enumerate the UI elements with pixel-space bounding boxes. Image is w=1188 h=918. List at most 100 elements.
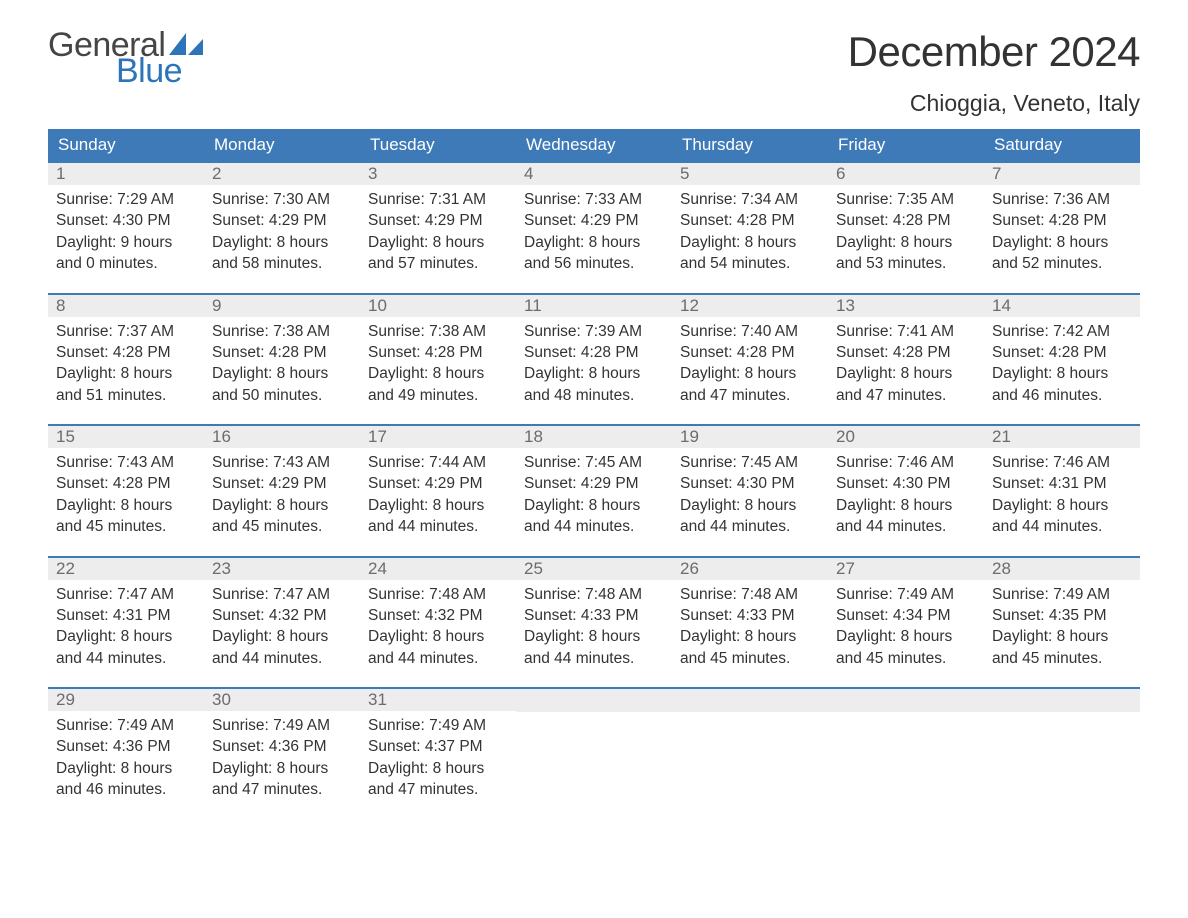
day-number: 6 xyxy=(836,164,845,183)
daylight-line-2: and 44 minutes. xyxy=(368,648,508,669)
day-cell: 9Sunrise: 7:38 AMSunset: 4:28 PMDaylight… xyxy=(204,295,360,413)
day-body: Sunrise: 7:49 AMSunset: 4:36 PMDaylight:… xyxy=(48,711,204,807)
daylight-line-2: and 47 minutes. xyxy=(368,779,508,800)
daylight-line-1: Daylight: 9 hours xyxy=(56,232,196,253)
day-number: 25 xyxy=(524,559,543,578)
day-number-bar: 24 xyxy=(360,558,516,580)
day-cell xyxy=(828,689,984,807)
daylight-line-1: Daylight: 8 hours xyxy=(524,232,664,253)
day-number-bar: 11 xyxy=(516,295,672,317)
daylight-line-1: Daylight: 8 hours xyxy=(992,626,1132,647)
daylight-line-1: Daylight: 8 hours xyxy=(56,363,196,384)
day-body: Sunrise: 7:31 AMSunset: 4:29 PMDaylight:… xyxy=(360,185,516,281)
daylight-line-1: Daylight: 8 hours xyxy=(212,626,352,647)
weekday-header-row: SundayMondayTuesdayWednesdayThursdayFrid… xyxy=(48,129,1140,161)
day-number: 30 xyxy=(212,690,231,709)
daylight-line-2: and 0 minutes. xyxy=(56,253,196,274)
day-body: Sunrise: 7:49 AMSunset: 4:34 PMDaylight:… xyxy=(828,580,984,676)
daylight-line-1: Daylight: 8 hours xyxy=(56,495,196,516)
day-body: Sunrise: 7:43 AMSunset: 4:28 PMDaylight:… xyxy=(48,448,204,544)
sunrise-line: Sunrise: 7:49 AM xyxy=(836,584,976,605)
sunset-line: Sunset: 4:30 PM xyxy=(680,473,820,494)
logo-text-blue: Blue xyxy=(116,54,203,88)
week-row: 29Sunrise: 7:49 AMSunset: 4:36 PMDayligh… xyxy=(48,687,1140,807)
day-number: 12 xyxy=(680,296,699,315)
sunrise-line: Sunrise: 7:30 AM xyxy=(212,189,352,210)
day-number-bar: 4 xyxy=(516,163,672,185)
sunrise-line: Sunrise: 7:39 AM xyxy=(524,321,664,342)
daylight-line-1: Daylight: 8 hours xyxy=(680,626,820,647)
sunrise-line: Sunrise: 7:48 AM xyxy=(680,584,820,605)
day-body: Sunrise: 7:46 AMSunset: 4:31 PMDaylight:… xyxy=(984,448,1140,544)
day-cell: 13Sunrise: 7:41 AMSunset: 4:28 PMDayligh… xyxy=(828,295,984,413)
day-number: 16 xyxy=(212,427,231,446)
weekday-header: Wednesday xyxy=(516,129,672,161)
day-body: Sunrise: 7:48 AMSunset: 4:33 PMDaylight:… xyxy=(672,580,828,676)
daylight-line-1: Daylight: 8 hours xyxy=(524,495,664,516)
weekday-header: Saturday xyxy=(984,129,1140,161)
day-cell: 20Sunrise: 7:46 AMSunset: 4:30 PMDayligh… xyxy=(828,426,984,544)
location-subtitle: Chioggia, Veneto, Italy xyxy=(848,90,1140,117)
day-number-bar: 8 xyxy=(48,295,204,317)
day-cell: 6Sunrise: 7:35 AMSunset: 4:28 PMDaylight… xyxy=(828,163,984,281)
day-number: 19 xyxy=(680,427,699,446)
day-number-bar: 1 xyxy=(48,163,204,185)
sunrise-line: Sunrise: 7:42 AM xyxy=(992,321,1132,342)
sunset-line: Sunset: 4:37 PM xyxy=(368,736,508,757)
sunrise-line: Sunrise: 7:47 AM xyxy=(212,584,352,605)
sunset-line: Sunset: 4:29 PM xyxy=(524,210,664,231)
sunset-line: Sunset: 4:30 PM xyxy=(56,210,196,231)
daylight-line-1: Daylight: 8 hours xyxy=(524,363,664,384)
sunset-line: Sunset: 4:29 PM xyxy=(368,210,508,231)
day-body: Sunrise: 7:36 AMSunset: 4:28 PMDaylight:… xyxy=(984,185,1140,281)
daylight-line-1: Daylight: 8 hours xyxy=(524,626,664,647)
day-number-bar: 17 xyxy=(360,426,516,448)
day-number-bar: 28 xyxy=(984,558,1140,580)
day-cell: 25 Sunrise: 7:48 AMSunset: 4:33 PMDayligh… xyxy=(516,558,672,676)
day-number: 4 xyxy=(524,164,533,183)
daylight-line-2: and 58 minutes. xyxy=(212,253,352,274)
day-number: 17 xyxy=(368,427,387,446)
day-number: 13 xyxy=(836,296,855,315)
sunset-line: Sunset: 4:28 PM xyxy=(680,210,820,231)
day-cell: 29Sunrise: 7:49 AMSunset: 4:36 PMDayligh… xyxy=(48,689,204,807)
daylight-line-2: and 53 minutes. xyxy=(836,253,976,274)
day-body: Sunrise: 7:43 AMSunset: 4:29 PMDaylight:… xyxy=(204,448,360,544)
day-body: Sunrise: 7:48 AMSunset: 4:33 PMDaylight:… xyxy=(516,580,672,676)
sunrise-line: Sunrise: 7:45 AM xyxy=(524,452,664,473)
day-number-bar: 27 xyxy=(828,558,984,580)
sunrise-line: Sunrise: 7:38 AM xyxy=(212,321,352,342)
sunset-line: Sunset: 4:28 PM xyxy=(836,210,976,231)
day-number-bar: 5 xyxy=(672,163,828,185)
sunrise-line: Sunrise: 7:49 AM xyxy=(992,584,1132,605)
day-cell: 4 Sunrise: 7:33 AMSunset: 4:29 PMDaylight… xyxy=(516,163,672,281)
day-body: Sunrise: 7:45 AMSunset: 4:29 PMDaylight:… xyxy=(516,448,672,544)
day-number-bar: 30 xyxy=(204,689,360,711)
day-cell: 11Sunrise: 7:39 AMSunset: 4:28 PMDayligh… xyxy=(516,295,672,413)
day-cell: 3Sunrise: 7:31 AMSunset: 4:29 PMDaylight… xyxy=(360,163,516,281)
day-number-bar: 2 xyxy=(204,163,360,185)
day-cell: 26Sunrise: 7:48 AMSunset: 4:33 PMDayligh… xyxy=(672,558,828,676)
daylight-line-1: Daylight: 8 hours xyxy=(992,363,1132,384)
sunrise-line: Sunrise: 7:29 AM xyxy=(56,189,196,210)
day-cell: 14Sunrise: 7:42 AMSunset: 4:28 PMDayligh… xyxy=(984,295,1140,413)
day-number: 8 xyxy=(56,296,65,315)
day-cell: 19Sunrise: 7:45 AMSunset: 4:30 PMDayligh… xyxy=(672,426,828,544)
daylight-line-2: and 45 minutes. xyxy=(680,648,820,669)
sunrise-line: Sunrise: 7:46 AM xyxy=(836,452,976,473)
day-number-bar: 15 xyxy=(48,426,204,448)
weekday-header: Friday xyxy=(828,129,984,161)
day-number: 9 xyxy=(212,296,221,315)
sunset-line: Sunset: 4:28 PM xyxy=(212,342,352,363)
daylight-line-2: and 47 minutes. xyxy=(212,779,352,800)
day-number: 23 xyxy=(212,559,231,578)
daylight-line-2: and 44 minutes. xyxy=(524,516,664,537)
day-number-bar: 10 xyxy=(360,295,516,317)
daylight-line-2: and 44 minutes. xyxy=(836,516,976,537)
sunset-line: Sunset: 4:33 PM xyxy=(680,605,820,626)
day-cell: 22Sunrise: 7:47 AMSunset: 4:31 PMDayligh… xyxy=(48,558,204,676)
sunset-line: Sunset: 4:28 PM xyxy=(56,342,196,363)
daylight-line-2: and 45 minutes. xyxy=(992,648,1132,669)
daylight-line-1: Daylight: 8 hours xyxy=(680,495,820,516)
sunrise-line: Sunrise: 7:33 AM xyxy=(524,189,664,210)
